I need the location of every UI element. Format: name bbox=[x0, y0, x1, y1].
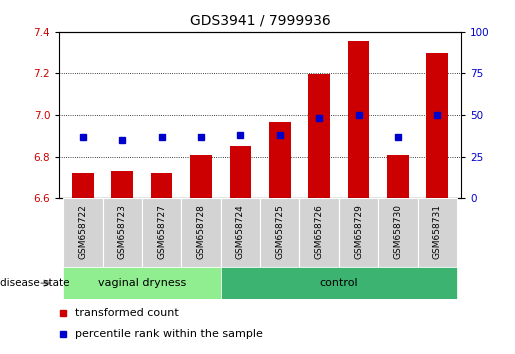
Text: GSM658730: GSM658730 bbox=[393, 204, 402, 259]
Title: GDS3941 / 7999936: GDS3941 / 7999936 bbox=[190, 14, 331, 28]
Text: vaginal dryness: vaginal dryness bbox=[98, 278, 186, 288]
Bar bbox=[142, 198, 181, 267]
Bar bbox=[102, 198, 142, 267]
Text: GSM658729: GSM658729 bbox=[354, 204, 363, 259]
Text: control: control bbox=[319, 278, 358, 288]
Text: disease state: disease state bbox=[0, 278, 70, 288]
Text: GSM658728: GSM658728 bbox=[197, 204, 205, 259]
Text: GSM658722: GSM658722 bbox=[78, 204, 88, 259]
Text: percentile rank within the sample: percentile rank within the sample bbox=[75, 329, 263, 338]
Bar bbox=[426, 53, 448, 198]
Text: transformed count: transformed count bbox=[75, 308, 179, 318]
Bar bbox=[72, 173, 94, 198]
Bar bbox=[339, 198, 378, 267]
Bar bbox=[378, 198, 418, 267]
Bar bbox=[181, 198, 221, 267]
Text: GSM658727: GSM658727 bbox=[157, 204, 166, 259]
Bar bbox=[63, 267, 221, 299]
Text: GSM658723: GSM658723 bbox=[118, 204, 127, 259]
Text: GSM658731: GSM658731 bbox=[433, 204, 442, 259]
Bar bbox=[260, 198, 299, 267]
Bar bbox=[348, 41, 369, 198]
Bar bbox=[111, 171, 133, 198]
Bar bbox=[151, 173, 173, 198]
Bar bbox=[230, 146, 251, 198]
Bar bbox=[418, 198, 457, 267]
Text: GSM658726: GSM658726 bbox=[315, 204, 323, 259]
Bar bbox=[387, 155, 409, 198]
Bar bbox=[63, 198, 102, 267]
Bar bbox=[308, 74, 330, 198]
Bar bbox=[299, 198, 339, 267]
Text: GSM658724: GSM658724 bbox=[236, 204, 245, 259]
Bar bbox=[190, 155, 212, 198]
Bar bbox=[269, 122, 290, 198]
Text: GSM658725: GSM658725 bbox=[275, 204, 284, 259]
Bar bbox=[221, 267, 457, 299]
Bar bbox=[221, 198, 260, 267]
